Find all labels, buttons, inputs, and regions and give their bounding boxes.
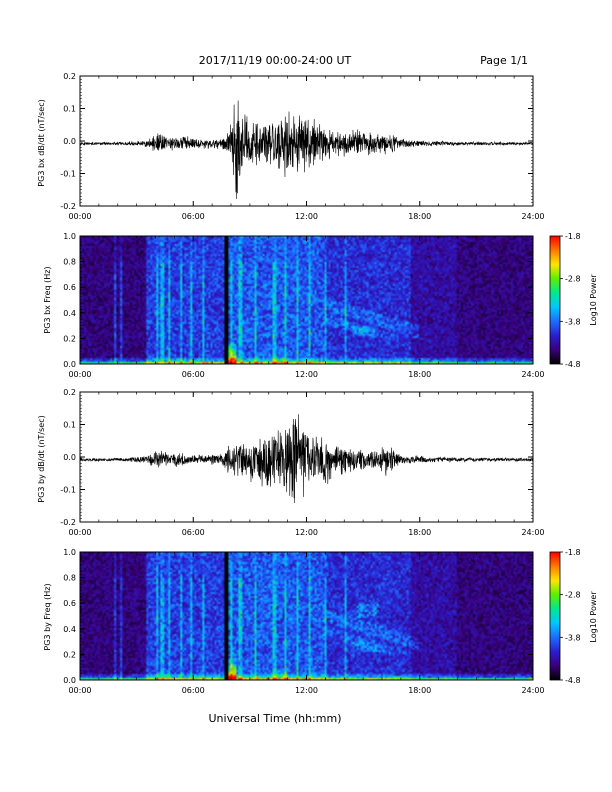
by-dbdt-axes: 00:00 06:00 12:00 18:00 24:00 0.2 0.1 0.0 -0.1 -0… [60,388,544,537]
y-tick-label: -0.1 [60,486,76,495]
spectrogram-image [80,236,533,364]
by-colorbar: Log10 Power -1.8 -2.8 -3.8 -4.8 [549,548,598,685]
bx-dbdt-panel: PG3 bx dB/dt (nT/sec) 00:00 06:00 12:00 18:… [37,72,545,221]
y-tick-label: 0.0 [63,676,76,685]
x-tick-label: 12:00 [295,528,318,537]
colorbar-tick-label: -4.8 [565,676,581,685]
y-tick-label: 0.0 [63,137,76,146]
y-tick-label: 0.8 [63,258,76,267]
figure-title: 2017/11/19 00:00-24:00 UT [199,54,352,67]
by-spectrogram-panel: PG3 by Freq (Hz) 00:00 06:00 12:00 18:00 24:… [43,548,598,695]
colorbar-tick-label: -3.8 [565,317,581,326]
x-tick-label: 06:00 [182,370,205,379]
colorbar-frame [549,551,561,681]
colorbar-gradient [550,552,560,680]
x-tick-label: 24:00 [521,686,544,695]
y-tick-label: 0.6 [63,283,76,292]
y-tick-label: 0.1 [63,421,76,430]
x-tick-label: 00:00 [68,528,91,537]
colorbar-gradient [550,236,560,364]
x-axis-label: Universal Time (hh:mm) [209,712,342,725]
x-tick-label: 18:00 [408,212,431,221]
bx-spectrogram-axes: 00:00 06:00 12:00 18:00 24:00 1.0 0.8 0.6 0.4 0.2… [63,232,544,379]
x-tick-label: 12:00 [295,370,318,379]
y-tick-label: 0.2 [63,388,76,397]
y-tick-label: 0.6 [63,599,76,608]
y-tick-label: 0.2 [63,334,76,343]
y-tick-label: 0.4 [63,309,76,318]
by-dbdt-panel: PG3 by dB/dt (nT/sec) 00:00 06:00 12:00 18:… [37,388,545,537]
by-spectrogram-axes: 00:00 06:00 12:00 18:00 24:00 1.0 0.8 0.6 0.4 0.2… [63,548,544,695]
colorbar-tick-label: -3.8 [565,633,581,642]
bx-spectrogram-panel: PG3 bx Freq (Hz) 00:00 06:00 12:00 18:00 24:… [43,232,598,379]
x-tick-label: 18:00 [408,686,431,695]
colorbar-tick-label: -1.8 [565,232,581,241]
x-tick-label: 24:00 [521,370,544,379]
x-tick-label: 06:00 [182,686,205,695]
dbdt-trace-line [79,414,534,504]
y-tick-label: -0.1 [60,170,76,179]
x-tick-label: 18:00 [408,370,431,379]
bx-colorbar: Log10 Power -1.8 -2.8 -3.8 -4.8 [549,232,598,369]
y-tick-label: -0.2 [60,202,76,211]
by-colorbar-label: Log10 Power [589,591,598,643]
y-tick-label: 0.2 [63,650,76,659]
x-tick-label: 06:00 [182,528,205,537]
spectrogram-image [80,552,533,680]
bx-dbdt-axes: 00:00 06:00 12:00 18:00 24:00 0.2 0.1 0.0 -0.1 -0… [60,72,544,221]
colorbar-tick-label: -2.8 [565,275,581,284]
colorbar-tick-label: -4.8 [565,360,581,369]
x-tick-label: 00:00 [68,212,91,221]
bx-colorbar-label: Log10 Power [589,274,598,326]
y-tick-label: 1.0 [63,548,76,557]
x-tick-label: 06:00 [182,212,205,221]
x-tick-label: 24:00 [521,528,544,537]
by-freq-ylabel: PG3 by Freq (Hz) [43,583,52,650]
y-tick-label: 0.0 [63,360,76,369]
colorbar-frame [549,235,561,365]
x-tick-label: 24:00 [521,212,544,221]
bx-dbdt-ylabel: PG3 bx dB/dt (nT/sec) [37,99,46,186]
x-tick-label: 00:00 [68,686,91,695]
by-dbdt-ylabel: PG3 by dB/dt (nT/sec) [37,415,46,502]
x-tick-label: 18:00 [408,528,431,537]
x-tick-label: 00:00 [68,370,91,379]
bx-freq-ylabel: PG3 bx Freq (Hz) [43,266,52,333]
y-tick-label: 0.0 [63,453,76,462]
y-tick-label: -0.2 [60,518,76,527]
y-tick-label: 0.8 [63,574,76,583]
y-tick-label: 1.0 [63,232,76,241]
y-tick-label: 0.2 [63,72,76,81]
y-tick-label: 0.1 [63,105,76,114]
colorbar-tick-label: -2.8 [565,591,581,600]
x-tick-label: 12:00 [295,686,318,695]
plot-frame [79,391,534,523]
x-tick-label: 12:00 [295,212,318,221]
y-tick-label: 0.4 [63,625,76,634]
page-indicator: Page 1/1 [480,54,528,67]
colorbar-tick-label: -1.8 [565,548,581,557]
dbdt-trace-line [79,100,534,199]
